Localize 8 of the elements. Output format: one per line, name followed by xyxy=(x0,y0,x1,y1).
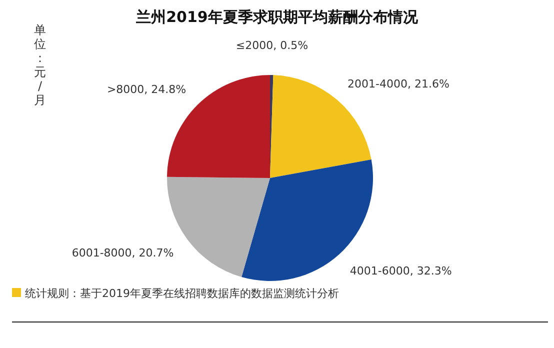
chart-title: 兰州2019年夏季求职期平均薪酬分布情况 xyxy=(135,8,419,26)
slice-label: >8000, 24.8% xyxy=(106,83,186,96)
slice-label: 2001-4000, 21.6% xyxy=(348,77,450,90)
slice-label: ≤2000, 0.5% xyxy=(236,39,308,52)
slice-label: 4001-6000, 32.3% xyxy=(350,264,452,278)
text: 单位：元/月 xyxy=(34,23,46,107)
text: 统计规则：基于2019年夏季在线招聘数据库的数据监测统计分析 xyxy=(25,287,339,300)
slice-label: 6001-8000, 20.7% xyxy=(72,246,174,260)
